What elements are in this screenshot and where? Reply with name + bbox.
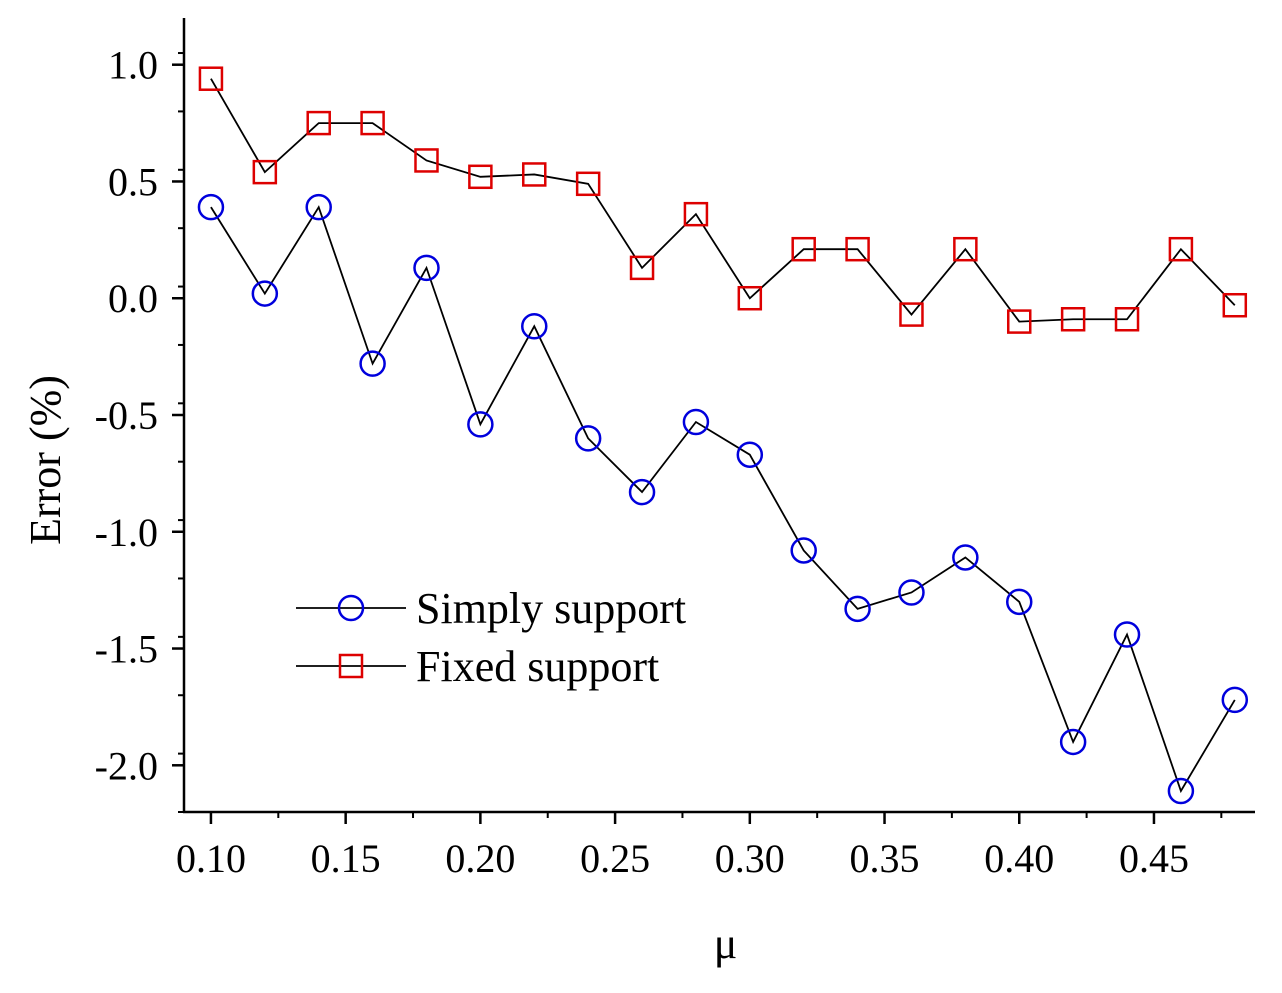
data-point [1060,307,1086,332]
data-point [899,302,924,327]
x-tick-label: 0.45 [1119,836,1189,881]
data-point [1221,686,1249,714]
y-tick-label: 0.0 [108,276,158,321]
data-point [1114,307,1140,332]
y-tick-label: -2.0 [95,743,158,788]
y-tick-label: 0.5 [108,159,158,204]
data-point [1006,309,1032,334]
y-tick-label: -1.5 [95,627,158,672]
data-point [845,236,870,262]
legend: Simply support Fixed support [296,584,686,691]
data-point [952,544,979,571]
data-point [1167,777,1195,805]
series-line [210,205,1236,794]
x-tick-label: 0.35 [850,836,920,881]
axes: 1.0 0.5 0.0 -0.5 -1.0 -1.5 -2.0 0.10 0.15 0.20 0.2… [95,18,1255,881]
y-axis-title: Error (%) [21,375,70,545]
data-point [251,280,279,307]
data-point [898,579,925,606]
data-point [953,236,978,262]
legend-item-2: Fixed support [296,642,659,691]
data-point [522,162,547,187]
data-point [737,285,763,311]
x-tick-label: 0.10 [176,836,246,881]
data-point [467,411,494,438]
data-point [360,110,385,136]
x-tick-label: 0.30 [715,836,785,881]
data-point [468,164,493,190]
data-point [790,537,817,564]
data-point [306,110,331,136]
legend-label: Fixed support [416,642,659,691]
x-tick-label: 0.40 [984,836,1054,881]
data-point [198,66,224,91]
data-point [413,254,440,282]
data-point [682,408,710,436]
legend-item-1: Simply support [296,584,686,633]
data-point [521,313,548,340]
data-point [252,159,278,185]
y-tick-label: 1.0 [108,43,158,88]
data-point [1059,728,1087,756]
data-point [1005,588,1033,616]
y-tick-label: -0.5 [95,393,158,438]
data-point [197,193,225,221]
y-tick-label: -1.0 [95,510,158,555]
legend-marker [338,653,364,679]
x-tick-label: 0.25 [580,836,650,881]
x-tick-label: 0.20 [445,836,515,881]
x-tick-label: 0.15 [311,836,381,881]
series-line [210,78,1236,323]
data-point [575,171,601,197]
data-point [359,350,386,377]
data-point [629,255,655,281]
legend-label: Simply support [416,584,686,633]
x-axis-title: μ [714,919,738,968]
data-point [736,441,764,468]
series-layer [197,66,1249,805]
data-point [791,236,816,262]
legend-marker [337,594,365,622]
data-point [683,201,709,227]
data-point [1168,236,1194,262]
data-point [574,425,602,452]
data-point [1113,621,1141,648]
data-point [305,193,332,221]
data-point [1222,292,1248,318]
data-point [844,595,871,623]
data-point [628,478,656,506]
series-2 [198,66,1248,334]
data-point [414,148,439,173]
series-1 [197,193,1249,805]
